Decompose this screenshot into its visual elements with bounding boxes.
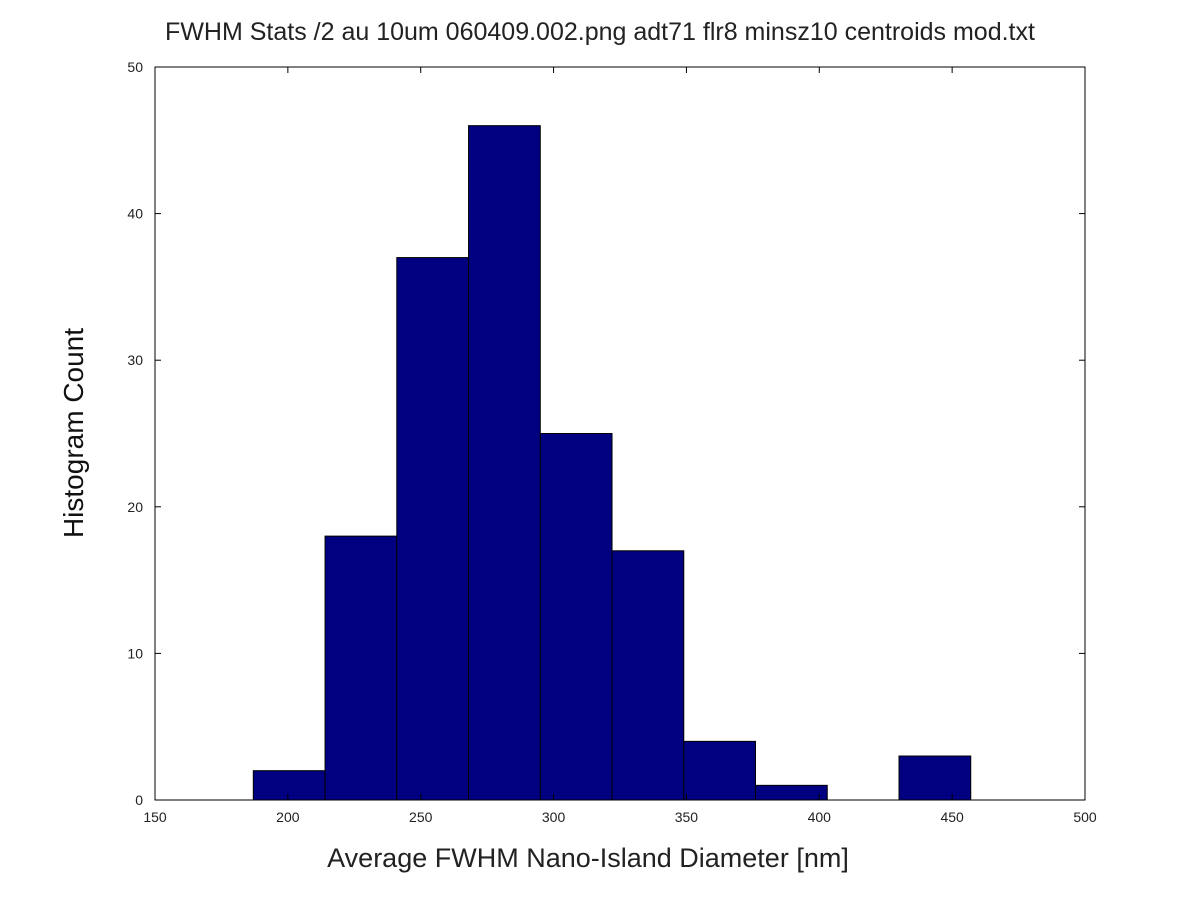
bars-group: [252, 125, 972, 801]
histogram-bar-7: [755, 784, 828, 801]
histogram-bar-0: [252, 770, 326, 801]
y-tick-label-1: 10: [127, 645, 143, 661]
histogram-bar-6: [683, 740, 757, 801]
histogram-bar-1: [324, 535, 398, 801]
histogram-bar-3: [468, 125, 541, 801]
x-tick-label-7: 500: [1073, 809, 1097, 825]
y-axis-label: Histogram Count: [58, 327, 89, 539]
histogram-bar-5: [611, 550, 685, 801]
x-tick-label-4: 350: [675, 809, 699, 825]
histogram-bar-4: [539, 433, 613, 801]
ticks-group: 150 200 250 300 350 400 450 500 0 10 20 30 40 50: [127, 59, 1096, 825]
x-tick-label-3: 300: [542, 809, 566, 825]
x-tick-label-5: 400: [808, 809, 832, 825]
y-tick-label-4: 40: [127, 206, 143, 222]
y-tick-label-0: 0: [135, 792, 143, 808]
y-tick-label-2: 20: [127, 499, 143, 515]
plot-frame: [154, 66, 1086, 801]
x-tick-label-0: 150: [143, 809, 167, 825]
x-tick-label-1: 200: [276, 809, 300, 825]
x-tick-label-6: 450: [940, 809, 964, 825]
y-tick-label-3: 30: [127, 352, 143, 368]
histogram-bar-9: [898, 755, 972, 801]
histogram-bar-2: [396, 257, 470, 801]
x-tick-label-2: 250: [409, 809, 433, 825]
x-axis-label: Average FWHM Nano-Island Diameter [nm]: [327, 843, 849, 873]
y-tick-label-5: 50: [127, 59, 143, 75]
chart-title: FWHM Stats /2 au 10um 060409.002.png adt…: [165, 18, 1035, 46]
